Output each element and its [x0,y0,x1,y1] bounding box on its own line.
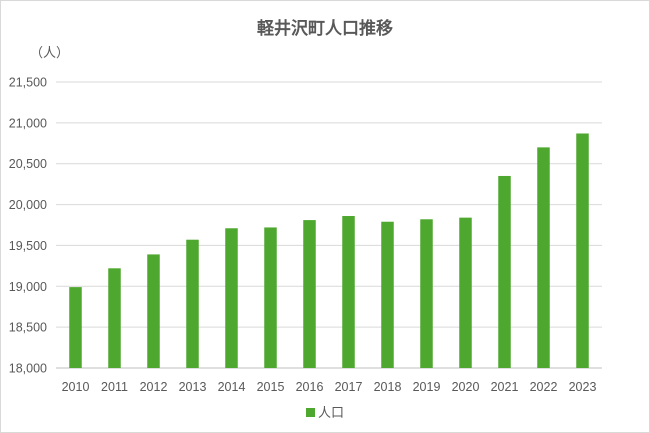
x-tick-label: 2018 [374,380,402,394]
bar [69,287,82,368]
chart-title: 軽井沢町人口推移 [257,19,393,39]
x-tick-label: 2022 [530,380,558,394]
x-tick-label: 2017 [335,380,363,394]
x-tick-label: 2010 [62,380,90,394]
bar [576,133,589,368]
y-tick-labels: 18,000 18,500 19,000 19,500 20,000 20,500 21,0… [9,76,47,376]
bar [537,147,550,368]
y-tick-label: 18,000 [9,362,47,376]
x-tick-label: 2012 [140,380,168,394]
bar [342,216,355,368]
x-tick-label: 2013 [179,380,207,394]
bar [381,221,394,368]
bar [264,227,277,368]
legend-swatch [305,408,315,417]
bar [186,239,199,368]
y-tick-label: 18,500 [9,321,47,335]
y-tick-label: 19,500 [9,239,47,253]
legend: 人口 [0,402,650,421]
bar [108,268,121,368]
x-tick-labels: 2010 2011 2012 2013 2014 2015 2016 2017 2018 2019… [62,380,597,394]
x-tick-label: 2015 [257,380,285,394]
x-tick-label: 2019 [413,380,441,394]
y-tick-label: 21,500 [9,76,47,90]
y-tick-label: 19,000 [9,280,47,294]
x-tick-label: 2016 [296,380,324,394]
bar [420,219,433,368]
x-tick-label: 2020 [452,380,480,394]
x-tick-label: 2023 [569,380,597,394]
y-tick-label: 20,000 [9,198,47,212]
bar [498,175,511,368]
bars [69,133,589,368]
y-tick-label: 20,500 [9,157,47,171]
bar [459,217,472,368]
x-tick-label: 2011 [101,380,128,394]
x-tick-label: 2021 [491,380,519,394]
bar [147,254,160,368]
y-tick-label: 21,000 [9,116,47,130]
bar [225,228,238,368]
legend-label: 人口 [317,406,344,421]
y-axis-unit-label: （人） [30,46,70,61]
bar [303,220,316,368]
x-tick-label: 2014 [218,380,246,394]
gridlines [56,81,602,369]
